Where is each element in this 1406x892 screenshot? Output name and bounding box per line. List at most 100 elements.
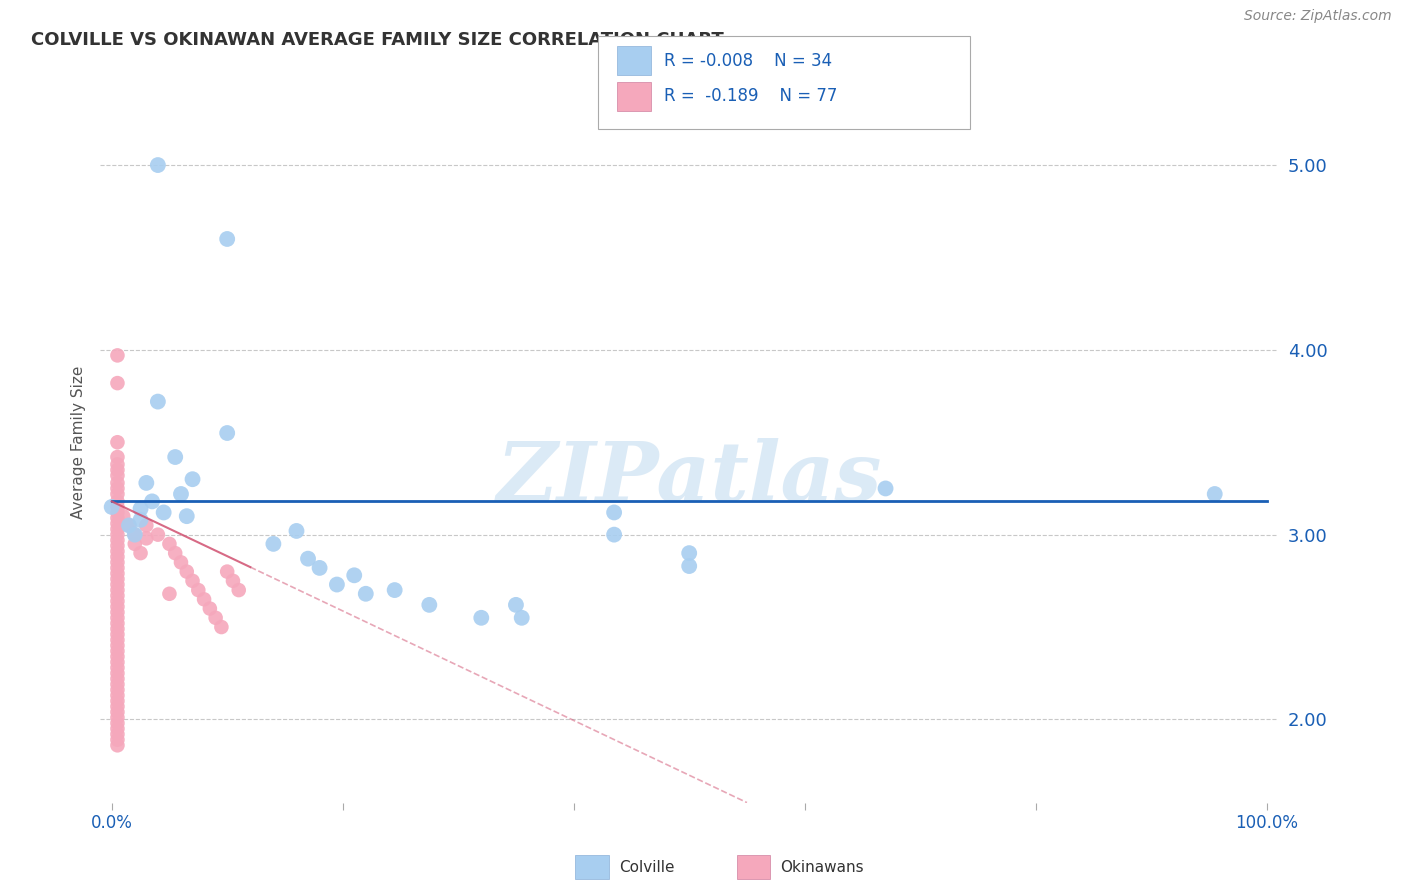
Point — [170, 487, 193, 501]
Point — [107, 516, 129, 531]
Point — [107, 539, 129, 553]
Point — [107, 639, 129, 653]
Point — [107, 672, 129, 686]
Point — [107, 458, 129, 472]
Point — [308, 561, 330, 575]
Y-axis label: Average Family Size: Average Family Size — [72, 366, 86, 519]
Point — [107, 655, 129, 669]
Point — [107, 450, 129, 464]
Point — [285, 524, 308, 538]
Point — [107, 475, 129, 490]
Point — [228, 583, 250, 598]
Point — [204, 611, 226, 625]
Point — [187, 583, 209, 598]
Point — [135, 532, 157, 546]
Point — [505, 598, 527, 612]
Point — [124, 537, 146, 551]
Point — [107, 644, 129, 658]
Point — [146, 158, 169, 172]
Point — [209, 620, 232, 634]
Point — [176, 565, 198, 579]
Point — [384, 583, 406, 598]
Point — [129, 501, 152, 516]
Point — [193, 592, 215, 607]
Point — [124, 527, 146, 541]
Text: R =  -0.189    N = 77: R = -0.189 N = 77 — [664, 87, 837, 105]
Point — [181, 472, 204, 486]
Point — [141, 494, 163, 508]
Point — [107, 555, 129, 569]
Point — [107, 666, 129, 681]
Point — [112, 509, 135, 524]
Point — [165, 450, 187, 464]
Point — [107, 694, 129, 708]
Point — [135, 475, 157, 490]
Point — [107, 376, 129, 390]
Point — [152, 506, 174, 520]
Point — [222, 574, 245, 588]
Point — [217, 565, 239, 579]
Point — [100, 500, 122, 514]
Point — [107, 506, 129, 520]
Point — [129, 513, 152, 527]
Point — [107, 594, 129, 608]
Point — [198, 601, 221, 615]
Point — [118, 518, 141, 533]
Point — [135, 518, 157, 533]
Point — [107, 722, 129, 736]
Point — [107, 566, 129, 581]
Point — [107, 544, 129, 558]
Point — [107, 463, 129, 477]
Point — [107, 705, 129, 719]
Point — [107, 661, 129, 675]
Point — [107, 699, 129, 714]
Point — [107, 599, 129, 614]
Point — [107, 677, 129, 691]
Point — [107, 527, 129, 541]
Point — [118, 518, 141, 533]
Point — [107, 632, 129, 647]
Point — [107, 487, 129, 501]
Point — [146, 394, 169, 409]
Point — [107, 689, 129, 703]
Text: Okinawans: Okinawans — [780, 860, 863, 874]
Point — [326, 577, 349, 591]
Point — [107, 468, 129, 483]
Point — [159, 587, 181, 601]
Point — [129, 546, 152, 560]
Point — [176, 509, 198, 524]
Point — [343, 568, 366, 582]
Point — [107, 511, 129, 525]
Point — [875, 482, 897, 496]
Point — [107, 627, 129, 641]
Point — [107, 348, 129, 362]
Point — [107, 577, 129, 591]
Point — [107, 494, 129, 508]
Text: ZIPatlas: ZIPatlas — [496, 438, 882, 518]
Point — [159, 537, 181, 551]
Point — [107, 616, 129, 631]
Point — [470, 611, 492, 625]
Point — [107, 589, 129, 603]
Point — [107, 522, 129, 536]
Point — [603, 506, 626, 520]
Point — [165, 546, 187, 560]
Point — [678, 559, 700, 574]
Point — [107, 583, 129, 598]
Point — [418, 598, 440, 612]
Point — [107, 605, 129, 619]
Point — [107, 622, 129, 636]
Point — [107, 732, 129, 747]
Point — [603, 527, 626, 541]
Point — [217, 232, 239, 246]
Text: Colville: Colville — [619, 860, 673, 874]
Point — [124, 527, 146, 541]
Point — [181, 574, 204, 588]
Text: COLVILLE VS OKINAWAN AVERAGE FAMILY SIZE CORRELATION CHART: COLVILLE VS OKINAWAN AVERAGE FAMILY SIZE… — [31, 31, 724, 49]
Point — [107, 739, 129, 753]
Point — [107, 716, 129, 731]
Point — [107, 500, 129, 514]
Point — [170, 555, 193, 569]
Point — [107, 533, 129, 548]
Point — [510, 611, 533, 625]
